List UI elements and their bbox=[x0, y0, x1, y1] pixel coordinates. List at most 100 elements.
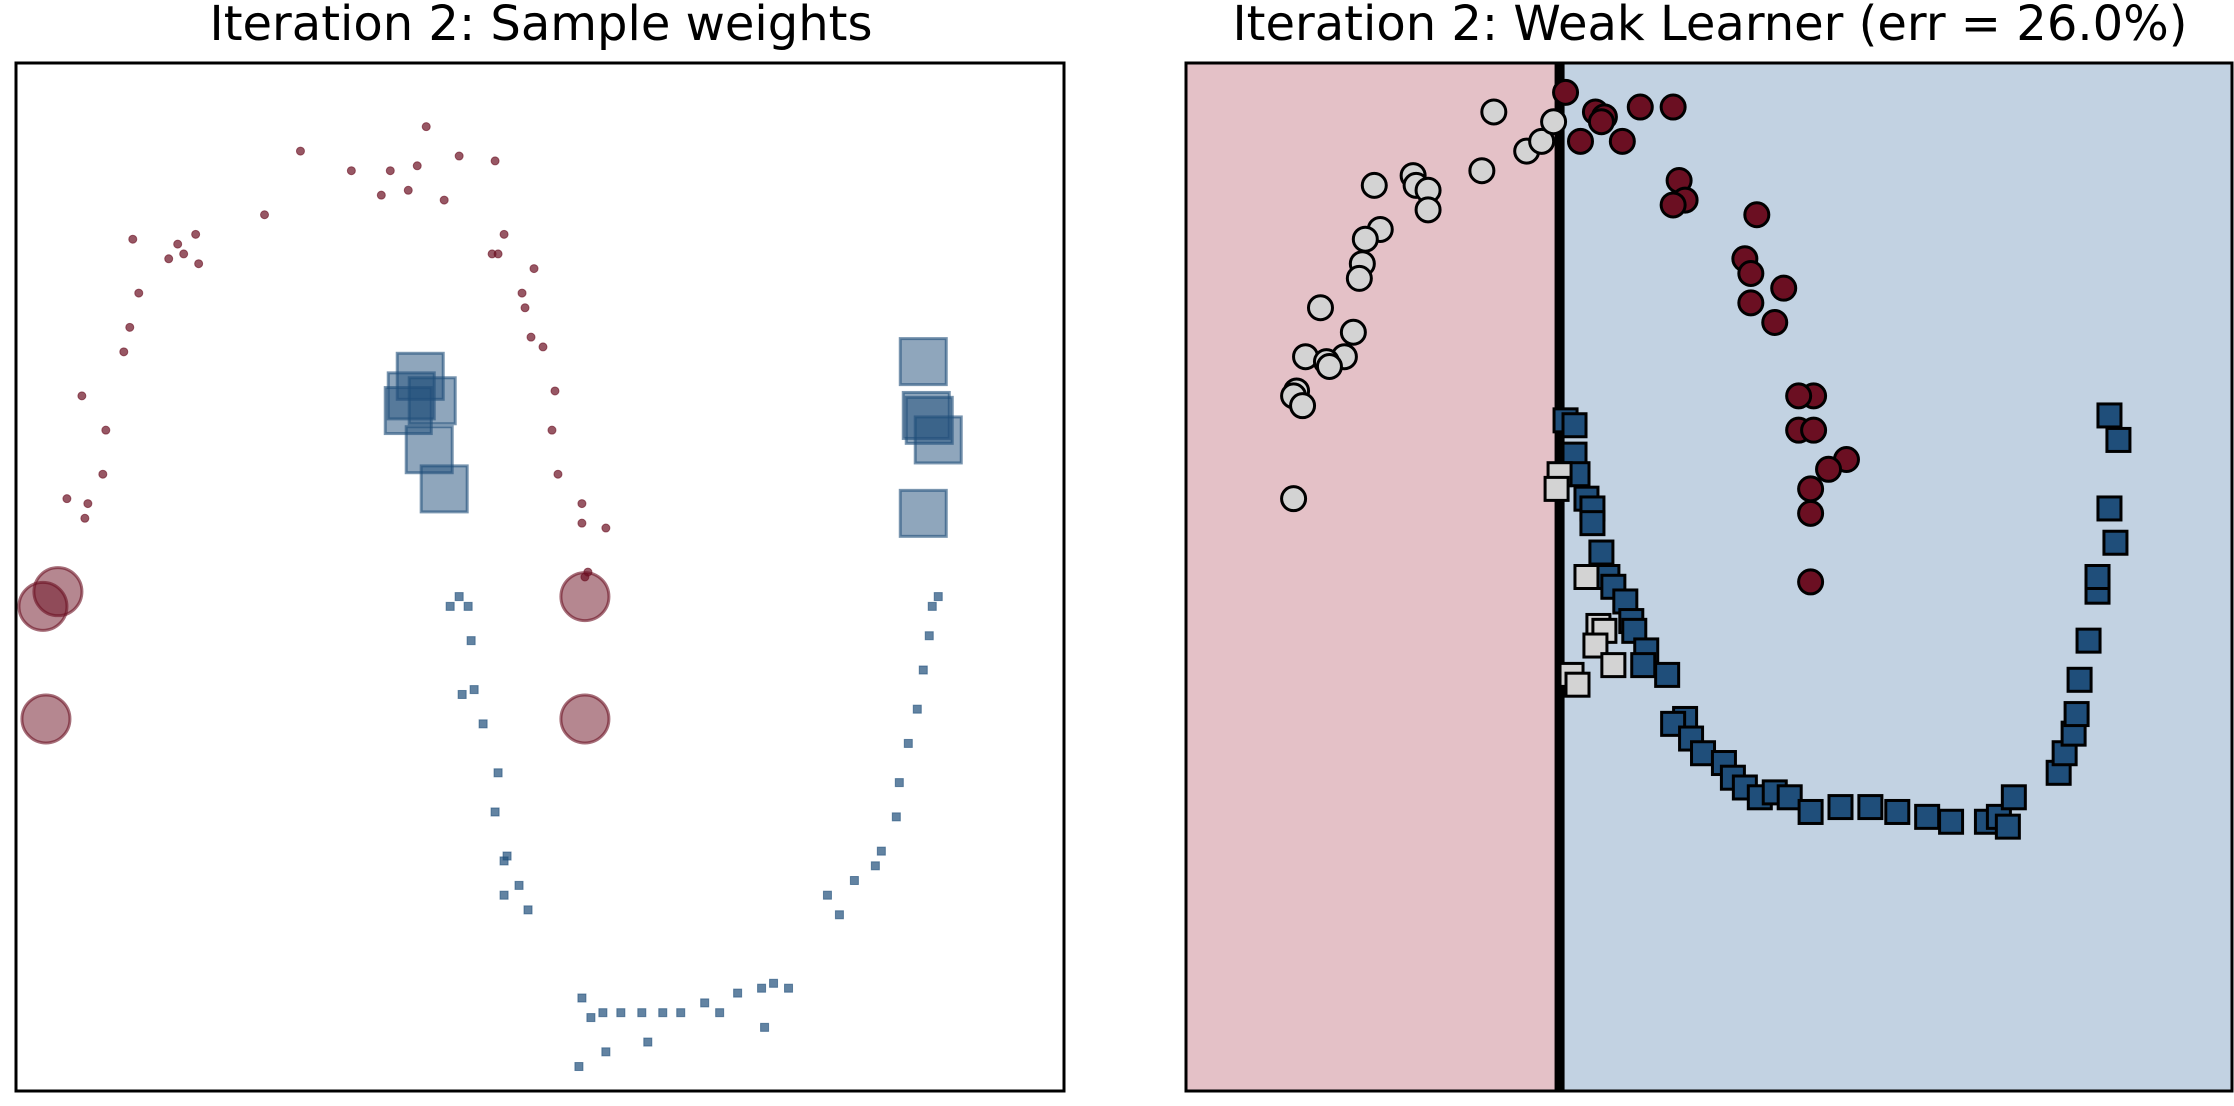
class0-circle-point bbox=[1737, 289, 1765, 317]
class1-square-point bbox=[1579, 510, 1606, 537]
undefined bbox=[643, 1037, 653, 1047]
undefined bbox=[260, 210, 270, 220]
undefined bbox=[490, 156, 500, 166]
class1-square-point bbox=[1654, 661, 1681, 688]
undefined bbox=[376, 190, 386, 200]
undefined bbox=[574, 1062, 584, 1072]
undefined bbox=[913, 415, 963, 465]
misclassified-circle-point bbox=[1289, 392, 1317, 420]
undefined bbox=[898, 488, 948, 538]
undefined bbox=[898, 337, 948, 387]
undefined bbox=[700, 998, 710, 1008]
undefined bbox=[493, 249, 503, 259]
undefined bbox=[715, 1008, 725, 1018]
undefined bbox=[577, 993, 587, 1003]
misclassified-square-point bbox=[1582, 632, 1609, 659]
class1-square-point bbox=[1994, 813, 2021, 840]
undefined bbox=[849, 876, 859, 886]
undefined bbox=[173, 239, 183, 249]
undefined bbox=[179, 249, 189, 259]
class0-circle-point bbox=[1785, 382, 1813, 410]
undefined bbox=[927, 601, 937, 611]
undefined bbox=[760, 1022, 770, 1032]
undefined bbox=[903, 738, 913, 748]
undefined bbox=[523, 905, 533, 915]
undefined bbox=[134, 288, 144, 298]
undefined bbox=[407, 376, 457, 426]
misclassified-circle-point bbox=[1345, 264, 1373, 292]
undefined bbox=[577, 499, 587, 509]
undefined bbox=[98, 469, 108, 479]
undefined bbox=[419, 464, 469, 514]
undefined bbox=[439, 195, 449, 205]
misclassified-circle-point bbox=[1540, 108, 1568, 136]
undefined bbox=[457, 689, 467, 699]
undefined bbox=[822, 890, 832, 900]
undefined bbox=[870, 861, 880, 871]
class1-square-point bbox=[1914, 803, 1941, 830]
undefined bbox=[601, 523, 611, 533]
undefined bbox=[499, 856, 509, 866]
undefined bbox=[894, 778, 904, 788]
undefined bbox=[538, 342, 548, 352]
undefined bbox=[757, 983, 767, 993]
misclassified-circle-point bbox=[1280, 485, 1308, 513]
class0-circle-point bbox=[1770, 274, 1798, 302]
undefined bbox=[403, 185, 413, 195]
class1-square-point bbox=[2102, 529, 2129, 556]
class1-square-point bbox=[2075, 627, 2102, 654]
class0-decision-region bbox=[1186, 63, 1560, 1091]
undefined bbox=[912, 704, 922, 714]
undefined bbox=[933, 592, 943, 602]
class0-circle-point bbox=[1626, 93, 1654, 121]
undefined bbox=[164, 254, 174, 264]
class1-square-point bbox=[1827, 794, 1854, 821]
undefined bbox=[385, 166, 395, 176]
class0-circle-point bbox=[1608, 127, 1636, 155]
misclassified-square-point bbox=[1573, 564, 1600, 590]
misclassified-circle-point bbox=[1480, 98, 1508, 126]
undefined bbox=[517, 288, 527, 298]
class1-square-point bbox=[1630, 652, 1657, 679]
undefined bbox=[445, 601, 455, 611]
class0-circle-point bbox=[1761, 308, 1789, 336]
undefined bbox=[499, 229, 509, 239]
class1-square-point bbox=[1776, 784, 1803, 811]
undefined bbox=[601, 1047, 611, 1057]
undefined bbox=[876, 846, 886, 856]
undefined bbox=[733, 988, 743, 998]
class1-square-point bbox=[1797, 798, 1824, 825]
undefined bbox=[17, 580, 69, 632]
undefined bbox=[559, 571, 611, 623]
class0-circle-point bbox=[1800, 416, 1828, 444]
undefined bbox=[463, 601, 473, 611]
undefined bbox=[346, 166, 356, 176]
class1-square-point bbox=[1588, 539, 1615, 566]
right-panel-title: Iteration 2: Weak Learner (err = 26.0%) bbox=[1232, 0, 2188, 52]
misclassified-circle-point bbox=[1414, 196, 1442, 224]
misclassified-circle-point bbox=[1339, 318, 1367, 346]
undefined bbox=[586, 1013, 596, 1023]
class0-circle-point bbox=[1566, 127, 1594, 155]
undefined bbox=[514, 880, 524, 890]
class0-circle-point bbox=[1743, 201, 1771, 229]
class0-circle-point bbox=[1797, 499, 1825, 527]
misclassified-square-point bbox=[1600, 652, 1627, 679]
undefined bbox=[550, 386, 560, 396]
undefined bbox=[466, 636, 476, 646]
right-scatter-points bbox=[1280, 78, 2132, 840]
misclassified-circle-point bbox=[1468, 157, 1496, 185]
undefined bbox=[83, 499, 93, 509]
undefined bbox=[526, 332, 536, 342]
undefined bbox=[924, 631, 934, 641]
undefined bbox=[20, 693, 72, 745]
misclassified-circle-point bbox=[1306, 294, 1334, 322]
class1-square-point bbox=[2084, 564, 2111, 590]
right-axes-frame bbox=[1184, 61, 2234, 1093]
undefined bbox=[520, 303, 530, 313]
class0-circle-point bbox=[1659, 93, 1687, 121]
undefined bbox=[490, 807, 500, 817]
class1-square-point bbox=[2105, 426, 2132, 453]
undefined bbox=[547, 425, 557, 435]
undefined bbox=[128, 234, 138, 244]
